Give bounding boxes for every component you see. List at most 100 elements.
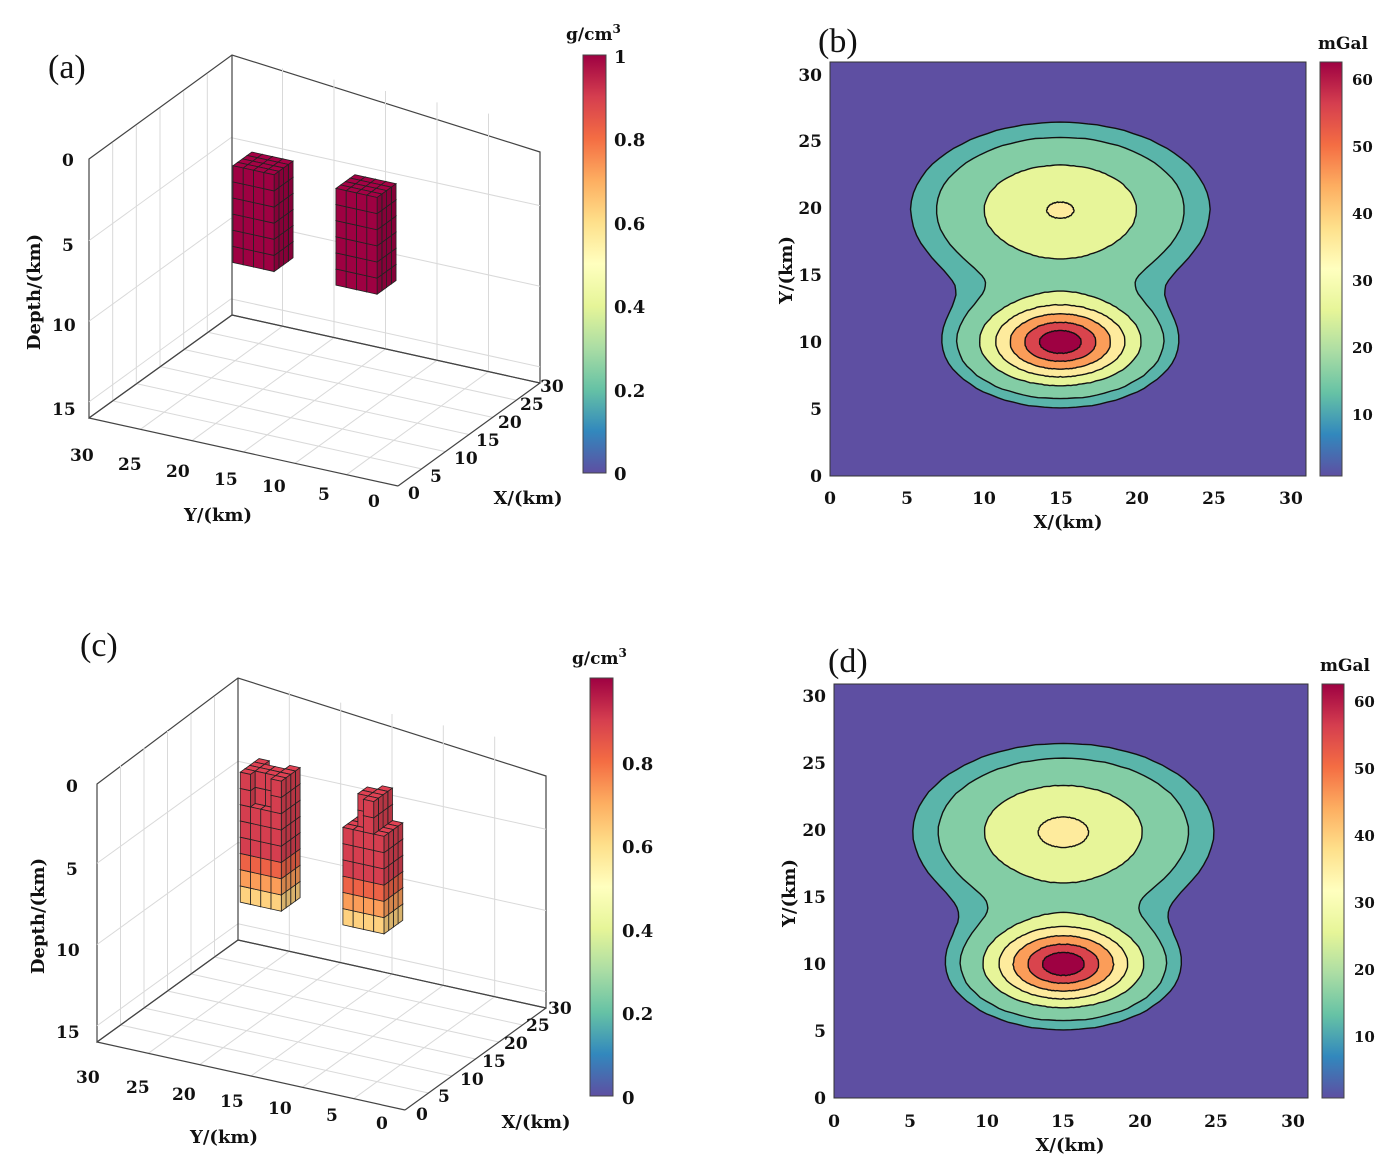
- gridline: [148, 950, 290, 1054]
- xlabel-c: X/(km): [501, 1112, 570, 1133]
- voxel-face: [352, 894, 364, 914]
- gridline: [199, 962, 341, 1066]
- voxel-face: [387, 787, 393, 809]
- gridline: [190, 973, 500, 1043]
- voxel-face: [373, 914, 385, 935]
- voxel-face: [270, 859, 282, 880]
- xtick-c-25: 25: [526, 1016, 550, 1036]
- cbtick-a-0: 0: [614, 464, 627, 485]
- xtick-d-20: 20: [1128, 1112, 1152, 1132]
- xtick-a-0: 0: [408, 484, 420, 504]
- ztick-a-0: 0: [62, 151, 74, 171]
- ytick-c-5: 5: [326, 1106, 338, 1126]
- xtick-b-15: 15: [1049, 489, 1073, 509]
- voxel-face: [253, 185, 265, 206]
- gridline: [237, 923, 547, 993]
- cbtick-c-0.2: 0.2: [622, 1004, 653, 1025]
- voxel-face: [335, 220, 347, 240]
- ytick-c-20: 20: [172, 1085, 196, 1105]
- panel-c: (c) 0 5 10 15 30 25 20 15 10 5 0 0: [28, 627, 653, 1148]
- ytick-b-5: 5: [810, 400, 822, 420]
- voxel-face: [356, 256, 368, 277]
- ztick-a-10: 10: [52, 316, 76, 336]
- gridline: [191, 337, 335, 442]
- ytick-a-0: 0: [368, 492, 380, 512]
- panel-a-axes-3d: [88, 54, 541, 487]
- ytick-c-25: 25: [126, 1078, 150, 1098]
- y-ticks-d: 0 5 10 15 20 25 30: [802, 687, 826, 1109]
- y-ticks-a: 30 25 20 15 10 5 0: [70, 446, 380, 512]
- ytick-a-10: 10: [262, 477, 286, 497]
- voxel-face: [352, 910, 364, 930]
- plot-frame-d: [833, 683, 1309, 1099]
- panel-d: (d) 0 5 10 15 20 25 30 0 5 10 15 20 25 3…: [779, 643, 1375, 1156]
- cbtick-b-60: 60: [1352, 71, 1373, 89]
- voxel-face: [366, 210, 378, 231]
- voxel-face: [377, 794, 384, 816]
- ytick-d-5: 5: [814, 1022, 826, 1042]
- ylabel-c: Y/(km): [189, 1127, 258, 1148]
- cbtick-b-40: 40: [1352, 205, 1373, 223]
- cbtick-c-0.6: 0.6: [622, 837, 653, 858]
- voxel-face: [239, 836, 251, 857]
- voxel-face: [263, 188, 275, 208]
- voxel-face: [363, 863, 375, 884]
- voxel-face: [270, 892, 282, 912]
- voxel-face: [383, 832, 390, 854]
- xtick-b-0: 0: [824, 489, 836, 509]
- voxel-face: [363, 912, 375, 933]
- z-ticks-c: 0 5 10 15: [56, 777, 80, 1043]
- xtick-c-15: 15: [482, 1052, 506, 1072]
- voxel-face: [390, 182, 397, 205]
- voxel-face: [345, 238, 357, 258]
- ytick-a-15: 15: [214, 470, 238, 490]
- ytick-c-15: 15: [220, 1092, 244, 1112]
- voxel-face: [345, 254, 357, 275]
- voxel-face: [356, 273, 368, 293]
- xtick-d-5: 5: [904, 1112, 916, 1132]
- x-ticks-d: 0 5 10 15 20 25 30: [828, 1112, 1305, 1132]
- plot-frame-b: [829, 61, 1307, 477]
- ytick-c-0: 0: [376, 1114, 388, 1134]
- voxel-face: [270, 810, 282, 831]
- voxel-face: [250, 770, 256, 792]
- contour-level: [1038, 329, 1082, 355]
- voxel-face: [352, 861, 364, 882]
- voxel-face: [342, 908, 354, 928]
- ytick-b-15: 15: [798, 266, 822, 286]
- voxel-face: [373, 898, 385, 919]
- voxel-face: [263, 252, 275, 273]
- cbtick-c-0.8: 0.8: [622, 754, 653, 775]
- colorbar-d-unit: mGal: [1320, 656, 1371, 676]
- panel-c-axes-3d: [96, 677, 547, 1111]
- voxel-face: [232, 181, 244, 201]
- panel-label-c: (c): [80, 627, 118, 664]
- voxel-face: [366, 259, 378, 279]
- gridline: [88, 217, 232, 322]
- voxel-face: [232, 245, 244, 266]
- voxel-face: [356, 240, 368, 261]
- gridline: [88, 298, 232, 403]
- voxel-face: [250, 822, 262, 843]
- z-ticks-a: 0 5 10 15: [52, 151, 76, 420]
- voxel-face: [254, 770, 266, 791]
- ztick-c-15: 15: [56, 1023, 80, 1043]
- xtick-a-20: 20: [498, 413, 522, 433]
- xlabel-d: X/(km): [1035, 1135, 1104, 1156]
- voxel-face: [242, 167, 254, 187]
- voxel-face: [335, 187, 347, 208]
- voxel-face: [373, 882, 385, 902]
- voxel-face: [232, 229, 244, 250]
- gridline: [183, 348, 493, 418]
- voxel-face: [242, 183, 254, 204]
- voxel-face: [294, 766, 301, 789]
- colorbar-c-unit: g/cm3: [572, 646, 627, 669]
- voxel-face: [273, 170, 280, 192]
- voxel-face: [376, 193, 383, 215]
- panel-label-d: (d): [828, 643, 868, 680]
- ytick-b-10: 10: [798, 333, 822, 353]
- voxel-face: [335, 236, 347, 256]
- panel-b: (b) 0 5 10 15 20 25 30 0 5 10 15 20 25 3…: [776, 23, 1373, 533]
- voxel-face: [253, 234, 265, 254]
